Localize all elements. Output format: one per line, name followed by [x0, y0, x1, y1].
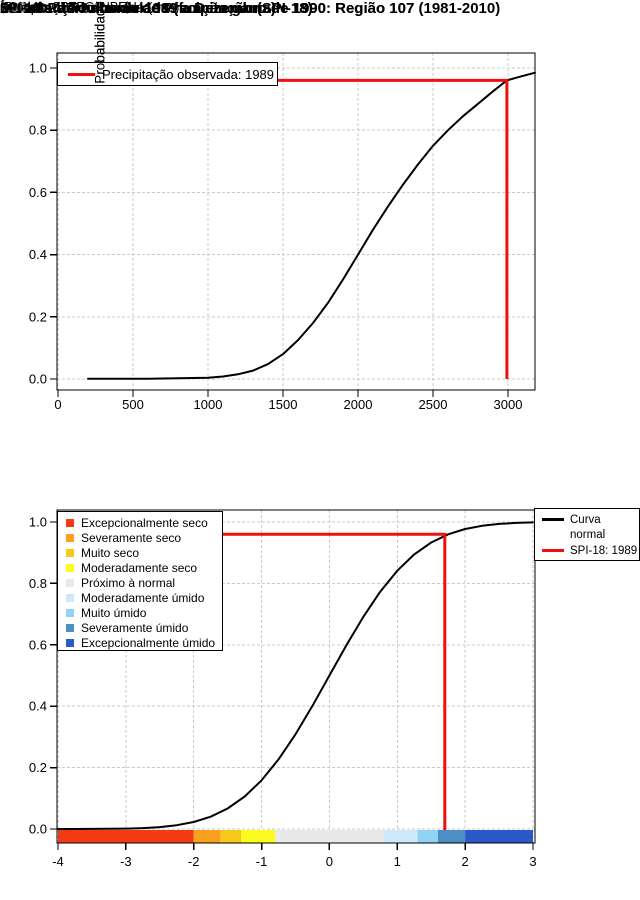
y-tick-label: 0.2: [29, 309, 47, 324]
category-color-swatch-icon: [66, 563, 74, 572]
category-bar-segment: [465, 830, 533, 843]
y-tick-label: 0.6: [29, 185, 47, 200]
category-bar-segment: [417, 830, 438, 843]
y-tick-label: 1.0: [29, 61, 47, 76]
series-legend-item: normal: [535, 528, 639, 544]
category-label: Moderadamente seco: [81, 560, 198, 575]
plot-frame: [56, 52, 536, 391]
category-bar-segment: [275, 830, 384, 843]
category-color-swatch-icon: [66, 548, 74, 557]
line-sample-spacer: [542, 534, 564, 537]
category-label: Muito seco: [81, 545, 140, 560]
highlight-reference-line: [57, 78, 509, 379]
x-tick-label: 0: [326, 854, 333, 869]
x-tick-label: -2: [188, 854, 200, 869]
category-legend-item: Severamente úmido: [58, 620, 222, 635]
chart2-subtitle: no mês de Julho de 1989 a Dezembro de 19…: [0, 0, 415, 17]
category-color-swatch-icon: [66, 623, 74, 632]
chart1-legend: Precipitação observada: 1989: [57, 62, 278, 86]
chart2-series-legend: Curva normal SPI-18: 1989: [534, 508, 640, 561]
y-tick-label: 0.4: [29, 699, 47, 714]
distribuicao-gama-acumulada-curve: [87, 71, 536, 380]
category-label: Muito úmido: [81, 605, 147, 620]
chart1-subtitle: no mês de Julho de 1989 a Dezembro de 19…: [0, 0, 501, 17]
line-sample-icon: [542, 518, 564, 522]
y-tick-label: 0.4: [29, 247, 47, 262]
series-legend-item: Curva: [535, 512, 639, 528]
x-tick-label: 1500: [269, 397, 298, 412]
product-credit: (Produto:CPTEC/INPE): [0, 0, 131, 14]
x-tick-label: 1: [394, 854, 401, 869]
chart1-x-axis-title: Precipitação acumulada (mm): [0, 0, 180, 15]
chart1-highlight-y-label: 0.96: [0, 0, 27, 15]
category-bar-segment: [58, 830, 194, 843]
y-tick-label: 1.0: [29, 515, 47, 530]
x-tick-label: 3000: [494, 397, 523, 412]
category-legend-item: Moderadamente úmido: [58, 590, 222, 605]
plot-frame: [56, 509, 536, 844]
chart2-category-legend: Excepcionalmente seco Severamente seco Mui…: [57, 511, 223, 651]
chart2-title: Índice Padronizado de Precipitação (SPI-…: [0, 0, 313, 17]
category-color-swatch-icon: [66, 593, 74, 602]
category-label: Excepcionalmente úmido: [81, 635, 216, 650]
chart2-y-axis-title: Probabilidade acumulada: [92, 0, 108, 84]
series-legend-item: SPI-18: 1989: [535, 543, 639, 559]
x-tick-label: 2000: [344, 397, 373, 412]
category-bar-segment: [193, 830, 221, 843]
category-color-swatch-icon: [66, 578, 74, 587]
x-tick-label: 1000: [194, 397, 223, 412]
category-color-swatch-icon: [66, 533, 74, 542]
x-tick-label: 2500: [419, 397, 448, 412]
category-legend-item: Muito seco: [58, 545, 222, 560]
y-tick-label: 0.0: [29, 822, 47, 837]
chart2-highlight-y-label: 0.96: [0, 0, 27, 15]
legend-item: Precipitação observada: 1989: [58, 63, 277, 85]
series-legend-label: SPI-18: 1989: [570, 544, 638, 557]
chart2-x-axis-title: SPI: [0, 0, 22, 15]
category-label: Excepcionalmente seco: [81, 515, 208, 530]
category-legend-item: Severamente seco: [58, 530, 222, 545]
x-tick-label: 2: [462, 854, 469, 869]
y-tick-label: 0.2: [29, 760, 47, 775]
series-legend-label: Curva: [570, 513, 601, 526]
y-tick-label: 0.8: [29, 123, 47, 138]
x-tick-label: -3: [120, 854, 132, 869]
y-tick-label: 0.0: [29, 372, 47, 387]
category-color-swatch-icon: [66, 638, 74, 647]
x-tick-label: 500: [122, 397, 144, 412]
category-label: Moderadamente úmido: [81, 590, 205, 605]
category-legend-item: Muito úmido: [58, 605, 222, 620]
red-line-sample-icon: [68, 72, 95, 76]
chart1-highlight-x-label: 2992.8: [0, 0, 43, 16]
category-bar-segment: [220, 830, 242, 843]
chart2-highlight-value-label: SPI-18 = 1.70: [0, 0, 80, 15]
category-bar-segment: [241, 830, 276, 843]
x-tick-label: -1: [256, 854, 268, 869]
y-tick-label: 0.8: [29, 576, 47, 591]
category-label: Severamente úmido: [81, 620, 189, 635]
chart1-title: Distribuição acumulada (função gama): [0, 0, 276, 17]
category-bar-segment: [383, 830, 418, 843]
x-tick-label: 3: [529, 854, 536, 869]
line-sample-icon: [542, 549, 564, 553]
curva-normal-acumulada-curve: [57, 521, 534, 830]
category-bar-segment: [438, 830, 466, 843]
category-legend-item: Excepcionalmente seco: [58, 515, 222, 530]
legend-item-label: Precipitação observada: 1989: [102, 66, 275, 82]
category-label: Severamente seco: [81, 530, 182, 545]
x-tick-label: 0: [54, 397, 61, 412]
y-tick-label: 0.6: [29, 637, 47, 652]
category-label: Próximo à normal: [81, 575, 176, 590]
category-color-swatch-icon: [66, 608, 74, 617]
x-tick-label: -4: [52, 854, 64, 869]
series-legend-label: normal: [570, 529, 606, 542]
category-legend-item: Excepcionalmente úmido: [58, 635, 222, 650]
category-legend-item: Próximo à normal: [58, 575, 222, 590]
category-legend-item: Moderadamente seco: [58, 560, 222, 575]
category-color-swatch-icon: [66, 518, 74, 527]
